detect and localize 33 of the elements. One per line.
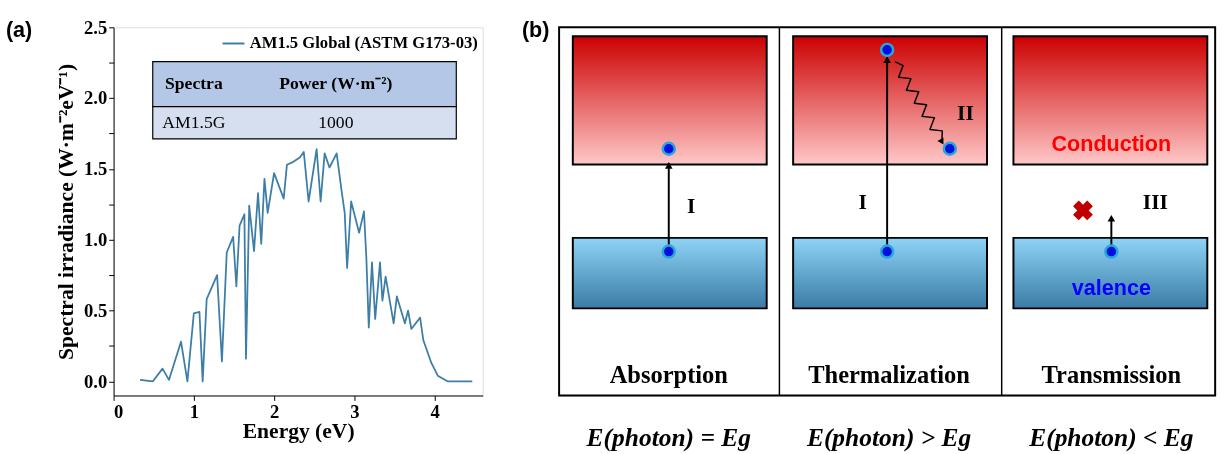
- x-tick-label: 2: [269, 400, 280, 422]
- annotation: 1000: [318, 112, 354, 133]
- annotation: AM1.5G: [162, 112, 226, 133]
- text: II: [957, 101, 974, 126]
- legend-label: AM1.5 Global (ASTM G173-03): [249, 33, 478, 53]
- x-tick-label: 3: [350, 400, 360, 422]
- y-tick-label: 2.0: [83, 87, 108, 109]
- y-tick-label: 0.5: [83, 299, 108, 321]
- text: E(photon) = Eg: [585, 423, 752, 453]
- text: E(photon) > Eg: [805, 423, 972, 453]
- text: E(photon) < Eg: [1028, 423, 1194, 453]
- x-axis-title: Energy (eV): [242, 419, 355, 444]
- y-tick-label: 0.0: [83, 370, 108, 392]
- text: Thermalization: [808, 360, 971, 388]
- text: Transmission: [1041, 360, 1182, 388]
- text: I: [687, 194, 696, 219]
- text: Conduction: [1051, 131, 1172, 156]
- annotation: Power (W·m⁻²): [279, 73, 393, 94]
- x-tick-label: 4: [430, 400, 440, 422]
- text: (b): [521, 18, 550, 43]
- text: Absorption: [609, 360, 729, 388]
- text: III: [1142, 190, 1168, 215]
- x-tick-label: 0: [114, 400, 124, 422]
- y-axis-title: Spectral irradiance (W·m⁻²eV⁻¹): [54, 63, 79, 360]
- line-series: [139, 148, 474, 383]
- text: valence: [1071, 275, 1151, 300]
- y-tick-label: 2.5: [83, 16, 108, 38]
- text: I: [858, 190, 867, 215]
- chart-title: (a): [5, 18, 33, 43]
- annotation: Spectra: [165, 73, 223, 94]
- y-tick-label: 1.5: [83, 158, 108, 180]
- x-tick-label: 1: [189, 400, 199, 422]
- y-tick-label: 1.0: [83, 229, 108, 251]
